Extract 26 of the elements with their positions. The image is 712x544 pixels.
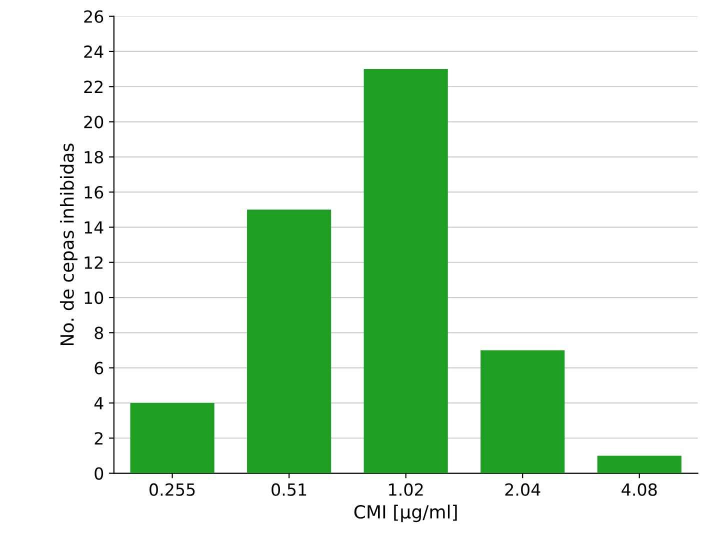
y-tick-label: 2	[94, 432, 103, 444]
y-tick-label: 6	[94, 362, 104, 374]
bar	[247, 210, 332, 474]
y-tick-label: 22	[84, 80, 103, 93]
x-tick-label: 1.02	[389, 483, 423, 496]
y-tick-label: 24	[84, 45, 104, 58]
x-tick-label: 0.255	[150, 483, 195, 496]
y-tick-label: 4	[94, 397, 104, 410]
bar	[364, 69, 448, 474]
y-tick-label: 20	[84, 116, 104, 128]
y-tick-label: 8	[94, 326, 104, 340]
y-axis-title: No. de cepas inhibidas	[60, 144, 78, 346]
y-tick-label: 12	[84, 256, 103, 269]
y-tick-label: 10	[84, 291, 104, 304]
y-tick-label: 18	[84, 150, 104, 164]
y-tick-label: 16	[84, 186, 104, 199]
y-tick-label: 14	[84, 221, 104, 234]
x-axis-title: CMI [µg/ml]	[354, 504, 457, 522]
bar	[130, 402, 214, 474]
y-tick-label: 26	[84, 10, 104, 23]
bar	[480, 350, 565, 474]
x-tick-label: 2.04	[505, 483, 540, 496]
x-tick-label: 4.08	[622, 483, 657, 496]
y-tick-label: 0	[94, 467, 104, 480]
bar	[597, 456, 682, 474]
x-tick-label: 0.51	[272, 483, 306, 496]
